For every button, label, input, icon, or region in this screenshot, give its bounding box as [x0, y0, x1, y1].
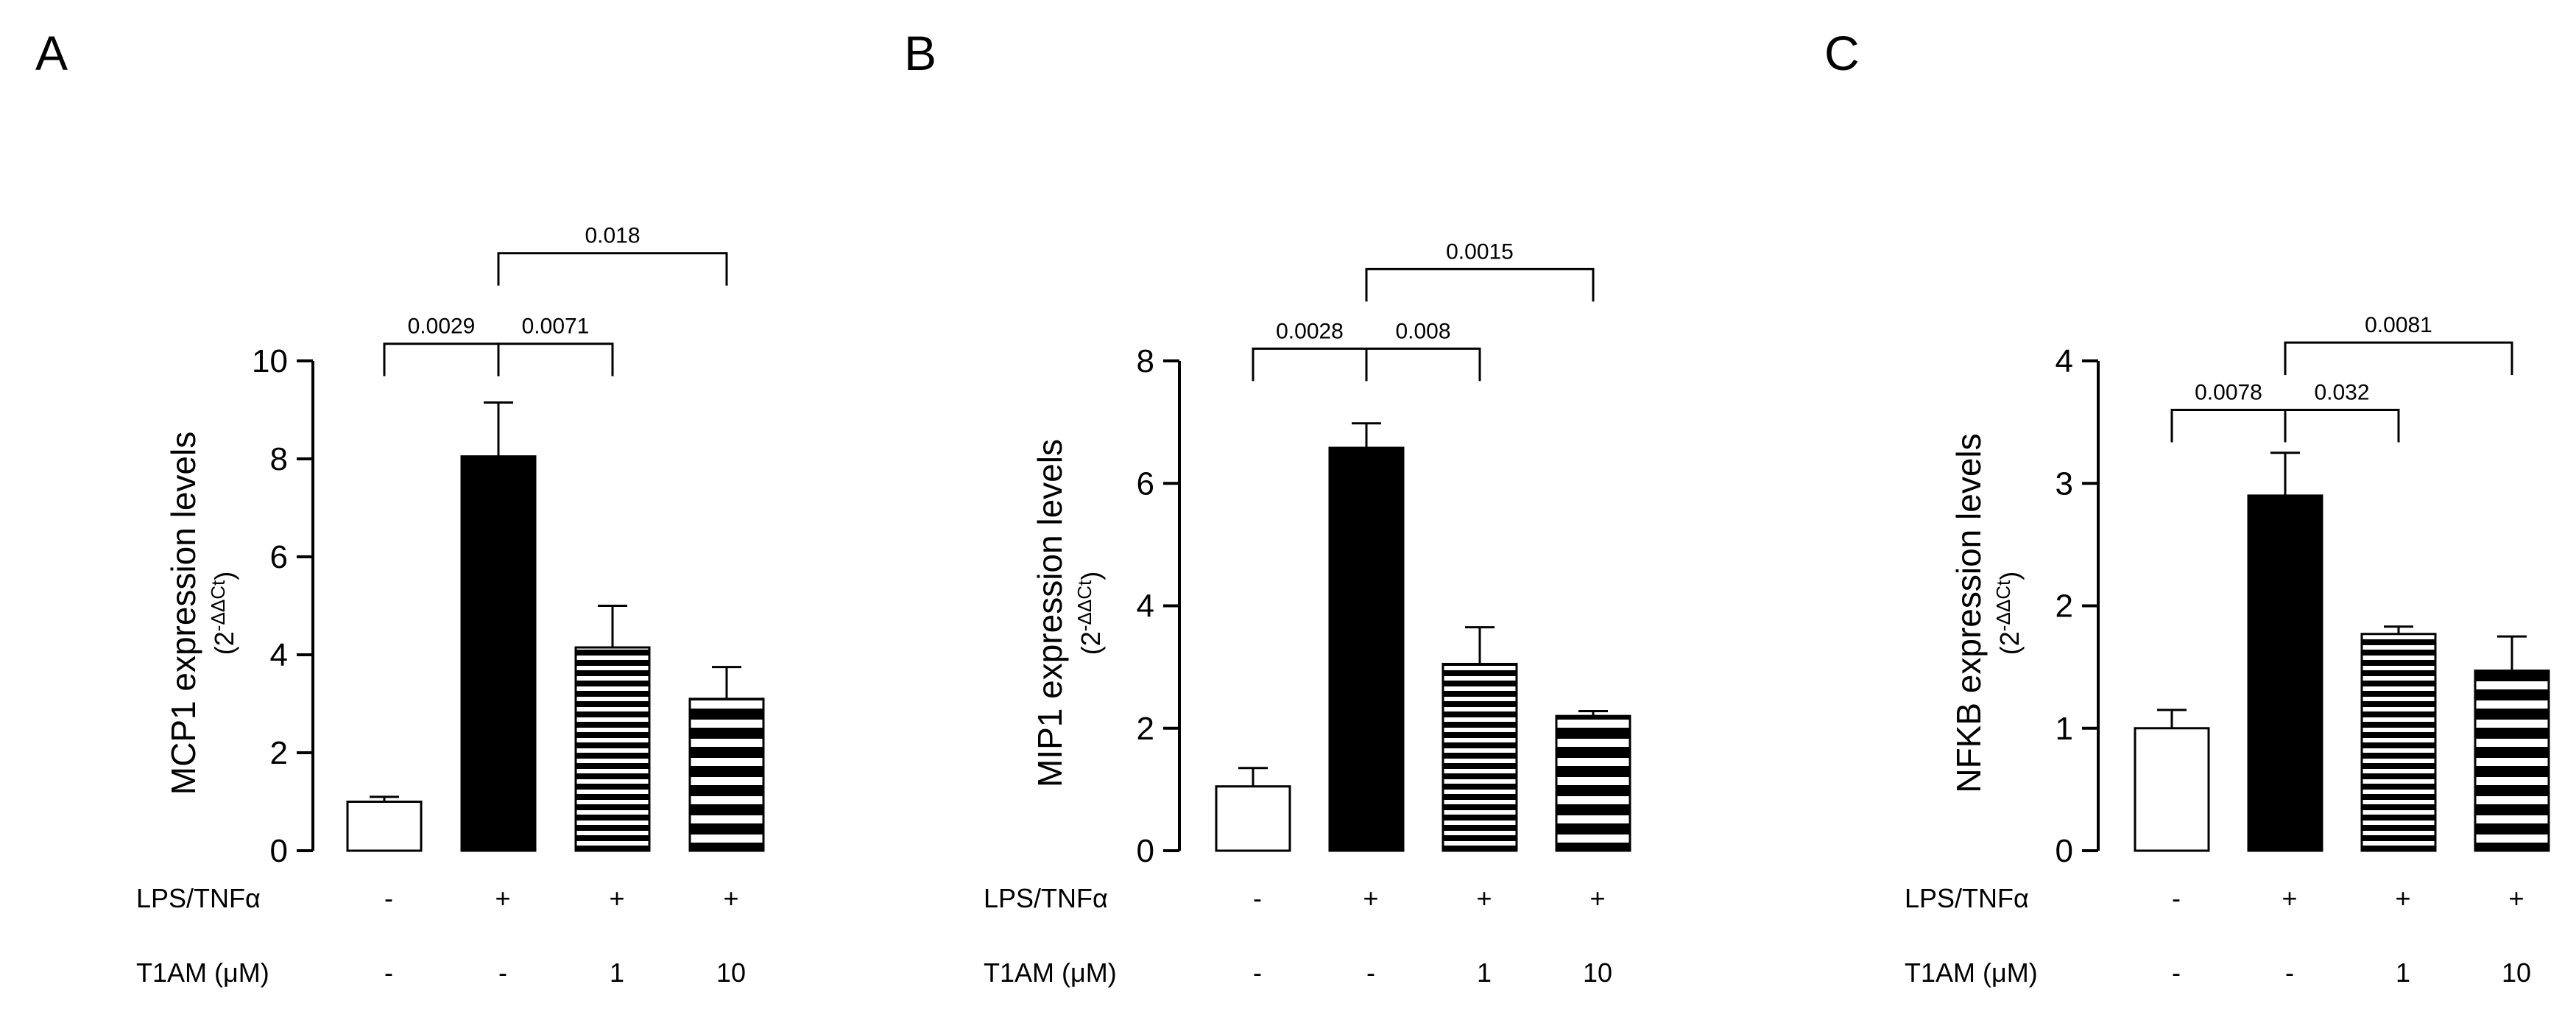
bar-4 [1555, 714, 1631, 852]
p-value-label: 0.032 [2314, 381, 2369, 405]
bar-2 [1328, 446, 1405, 852]
bar-2 [2247, 494, 2323, 852]
y-tick-label: 2 [1137, 711, 1154, 747]
y-tick-label: 0 [270, 833, 288, 869]
t1am-row-value: - [384, 957, 393, 988]
t1am-row-value: 10 [716, 957, 746, 988]
lps-row-value: + [2395, 883, 2410, 913]
p-value-label: 0.018 [585, 224, 640, 248]
bar-3 [2360, 633, 2437, 852]
lps-row-value: + [495, 883, 510, 913]
y-tick-label: 4 [2055, 343, 2073, 379]
lps-row-value: + [1363, 883, 1378, 913]
lps-row-value: + [1589, 883, 1605, 913]
bar-1 [346, 801, 423, 852]
significance-bracket [2284, 409, 2400, 443]
lps-row-value: + [1476, 883, 1492, 913]
significance-bracket [1365, 267, 1595, 302]
significance-bracket [497, 252, 728, 286]
lps-row-value: + [609, 883, 624, 913]
bar-3 [574, 646, 651, 852]
bar-2 [460, 455, 537, 852]
significance-bracket [1252, 347, 1368, 382]
lps-row-value: + [2282, 883, 2297, 913]
panel-letter: B [904, 26, 936, 80]
t1am-row-value: - [2285, 957, 2294, 988]
bar-4 [2474, 670, 2550, 852]
p-value-label: 0.0081 [2365, 313, 2432, 337]
lps-row-value: - [384, 883, 393, 913]
lps-row-value: + [723, 883, 738, 913]
p-value-label: 0.008 [1395, 319, 1450, 343]
y-tick-label: 8 [1137, 343, 1154, 379]
y-tick-label: 4 [270, 637, 288, 673]
significance-bracket [383, 342, 500, 376]
p-value-label: 0.0029 [408, 315, 476, 339]
t1am-row-label: T1AM (μM) [984, 957, 1117, 988]
t1am-row-value: - [1366, 957, 1375, 988]
y-axis-label: NFKB expression levels [1949, 433, 1988, 793]
t1am-row-value: 1 [2396, 957, 2410, 988]
y-tick-label: 3 [2055, 465, 2073, 502]
lps-row-label: LPS/TNFα [984, 883, 1108, 913]
t1am-row-label: T1AM (μM) [136, 957, 269, 988]
lps-row-label: LPS/TNFα [1905, 883, 2029, 913]
t1am-row-value: - [498, 957, 507, 988]
t1am-row-value: 1 [610, 957, 624, 988]
y-tick-label: 1 [2055, 711, 2073, 747]
t1am-row-value: 10 [2502, 957, 2531, 988]
y-tick-label: 0 [2055, 833, 2073, 869]
bar-4 [688, 697, 765, 852]
p-value-label: 0.0078 [2195, 381, 2262, 405]
y-tick-label: 10 [252, 343, 288, 379]
significance-bracket [2284, 341, 2513, 376]
y-tick-label: 2 [2055, 588, 2073, 625]
y-tick-label: 8 [270, 441, 288, 477]
y-tick-label: 4 [1137, 588, 1154, 625]
t1am-row-label: T1AM (μM) [1905, 957, 2038, 988]
t1am-row-value: - [1253, 957, 1262, 988]
significance-bracket [497, 342, 614, 376]
panel-c: C 0 1 2 3 4 NFKB expression levels (2-ΔΔCt) 0.00… [1824, 26, 2550, 988]
y-tick-label: 6 [1137, 465, 1154, 502]
y-axis-label-unit: (2-ΔΔCt) [1073, 572, 1106, 655]
p-value-label: 0.0028 [1276, 319, 1344, 343]
bar-1 [2134, 727, 2210, 852]
p-value-label: 0.0015 [1446, 239, 1514, 264]
p-value-label: 0.0071 [522, 315, 590, 339]
bar-3 [1441, 662, 1518, 852]
t1am-row-value: - [2172, 957, 2181, 988]
y-tick-label: 0 [1137, 833, 1154, 869]
t1am-row-value: 10 [1583, 957, 1612, 988]
lps-row-label: LPS/TNFα [136, 883, 261, 913]
y-tick-label: 6 [270, 539, 288, 575]
panel-a: A 0 2 4 6 8 10 MCP1 expression levels (2-ΔΔCt) 0.… [35, 26, 765, 988]
panel-b: B 0 2 4 6 8 MIP1 expression levels (2-ΔΔCt) 0.00… [904, 26, 1631, 988]
y-axis-label: MCP1 expression levels [164, 432, 202, 795]
y-tick-label: 2 [270, 735, 288, 771]
lps-row-value: - [1253, 883, 1262, 913]
significance-bracket [2170, 409, 2287, 443]
bar-1 [1215, 785, 1291, 852]
panel-letter: A [35, 26, 68, 80]
panel-letter: C [1824, 26, 1860, 80]
t1am-row-value: 1 [1477, 957, 1492, 988]
y-axis-label-unit: (2-ΔΔCt) [1992, 572, 2025, 655]
lps-row-value: + [2508, 883, 2524, 913]
significance-bracket [1365, 347, 1481, 382]
y-axis-label: MIP1 expression levels [1031, 439, 1069, 787]
y-axis-label-unit: (2-ΔΔCt) [207, 572, 239, 655]
lps-row-value: - [2172, 883, 2181, 913]
